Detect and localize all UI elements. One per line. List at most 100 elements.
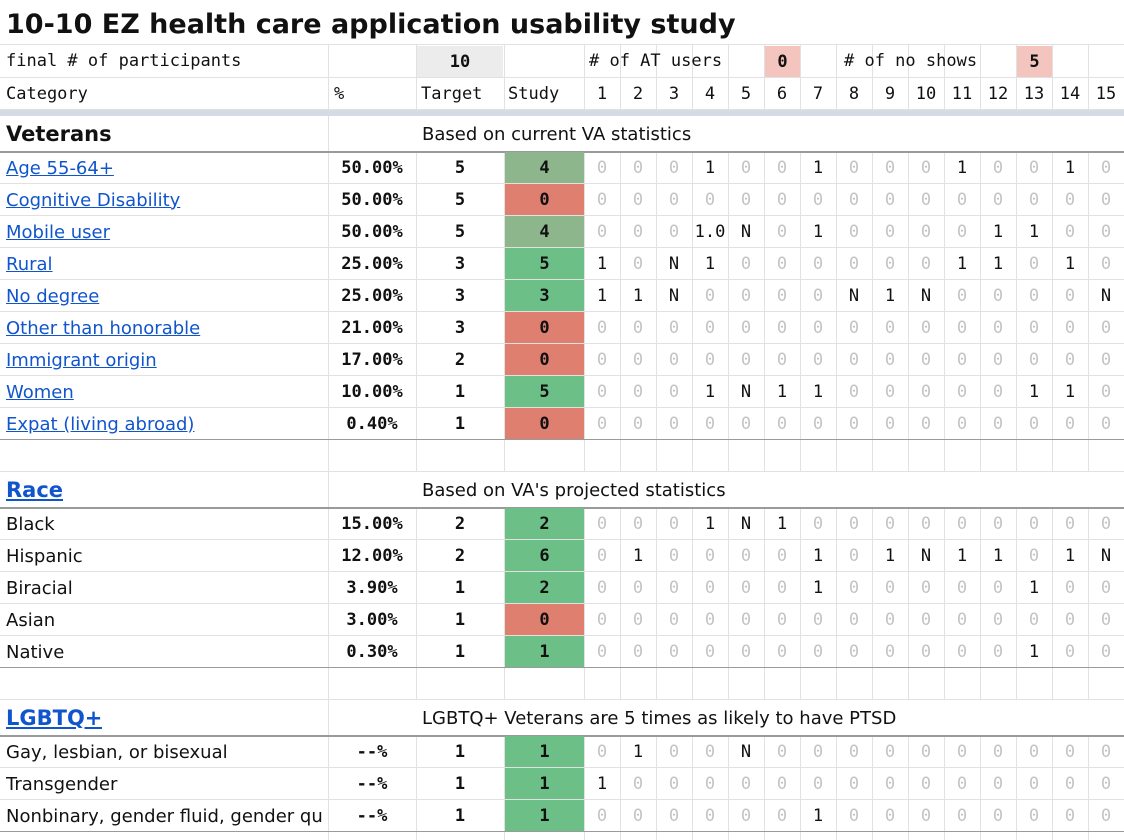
no-shows: 5: [1017, 46, 1052, 77]
participant-cell: 0: [956, 382, 968, 402]
category-link[interactable]: Mobile user: [6, 221, 111, 243]
participant-cell: 0: [812, 318, 824, 338]
category-link[interactable]: Rural: [6, 253, 53, 275]
participant-cell: 0: [596, 578, 608, 598]
participant-cell: 0: [740, 610, 752, 630]
category-link[interactable]: Immigrant origin: [6, 349, 157, 371]
participant-cell: 0: [776, 774, 788, 794]
participant-cell: 0: [956, 742, 968, 762]
category-link[interactable]: Other than honorable: [6, 317, 201, 339]
percent: 50.00%: [341, 222, 403, 242]
category[interactable]: Rural: [6, 248, 326, 280]
participant-cell: 0: [956, 286, 968, 306]
participant-cell: 0: [596, 742, 608, 762]
participant-cell: 0: [812, 190, 824, 210]
participant-cell: N: [1100, 286, 1112, 306]
category[interactable]: Expat (living abroad): [6, 408, 326, 440]
participant-cell: 0: [920, 642, 932, 662]
study: 5: [505, 376, 584, 407]
target: 1: [454, 742, 466, 762]
participant-cell: 0: [992, 610, 1004, 630]
participants-count: 10: [417, 46, 503, 77]
participant-cell: 0: [668, 158, 680, 178]
participant-cell: 0: [920, 610, 932, 630]
percent: 17.00%: [341, 350, 403, 370]
participant-cell: 1: [632, 286, 644, 306]
participant-cell: 0: [920, 742, 932, 762]
participant-cell: 0: [920, 254, 932, 274]
category[interactable]: Age 55-64+: [6, 152, 326, 184]
participant-cell: 0: [1028, 774, 1040, 794]
participant-cell: 0: [1028, 158, 1040, 178]
grid-line: [692, 44, 693, 840]
category-link[interactable]: Women: [6, 381, 74, 403]
participant-cell: 0: [956, 642, 968, 662]
participant-cell: 0: [956, 806, 968, 826]
participant-cell: 0: [1064, 318, 1076, 338]
row-line: [0, 215, 1124, 216]
grid-line: [872, 44, 873, 840]
participant-cell: N: [920, 546, 932, 566]
participant-cell: 0: [956, 350, 968, 370]
study: 1: [505, 800, 584, 831]
participant-cell: 0: [920, 222, 932, 242]
header-category: Category: [6, 83, 88, 104]
summary-label: final # of participants: [6, 51, 242, 71]
category-link[interactable]: Cognitive Disability: [6, 189, 181, 211]
category[interactable]: Women: [6, 376, 326, 408]
participant-cell: 0: [596, 222, 608, 242]
participant-cell: 0: [668, 382, 680, 402]
target: 1: [454, 382, 466, 402]
participant-cell: 0: [632, 578, 644, 598]
participant-cell: 0: [848, 222, 860, 242]
row-line: [0, 343, 1124, 344]
category[interactable]: Cognitive Disability: [6, 184, 326, 216]
category-link[interactable]: Age 55-64+: [6, 157, 114, 179]
participant-cell: 0: [848, 254, 860, 274]
category: Black: [6, 513, 55, 535]
section-link[interactable]: Race: [6, 478, 64, 502]
participant-cell: 0: [740, 286, 752, 306]
participant-cell: 0: [776, 286, 788, 306]
participant-cell: 0: [776, 318, 788, 338]
study: 0: [505, 408, 584, 439]
participant-cell: 0: [740, 254, 752, 274]
section-title[interactable]: Race: [6, 472, 63, 508]
category[interactable]: Immigrant origin: [6, 344, 326, 376]
participant-cell: 0: [632, 382, 644, 402]
participant-number: 11: [951, 83, 973, 104]
row-line: [0, 667, 1124, 668]
participant-cell: 0: [776, 642, 788, 662]
participant-cell: 0: [848, 610, 860, 630]
category-link[interactable]: No degree: [6, 285, 100, 307]
participant-cell: 0: [884, 642, 896, 662]
percent: --%: [356, 742, 388, 762]
section-title[interactable]: LGBTQ+: [6, 700, 102, 736]
section-link[interactable]: LGBTQ+: [6, 706, 103, 730]
participant-number: 5: [740, 83, 752, 104]
participant-cell: 1: [632, 742, 644, 762]
participant-cell: 0: [668, 190, 680, 210]
participant-cell: 0: [884, 382, 896, 402]
participant-cell: 0: [1100, 610, 1112, 630]
study: 2: [505, 508, 584, 539]
category-link[interactable]: Expat (living abroad): [6, 413, 195, 435]
participant-number: 6: [776, 83, 788, 104]
category[interactable]: Other than honorable: [6, 312, 326, 344]
participant-cell: 0: [848, 190, 860, 210]
participant-cell: 0: [848, 578, 860, 598]
participant-cell: 0: [992, 350, 1004, 370]
participant-cell: 0: [704, 190, 716, 210]
target: 2: [454, 350, 466, 370]
participant-cell: 0: [812, 774, 824, 794]
grid-line: [504, 44, 505, 840]
category[interactable]: No degree: [6, 280, 326, 312]
participant-cell: 0: [884, 222, 896, 242]
category[interactable]: Mobile user: [6, 216, 326, 248]
grid-line: [980, 44, 981, 840]
percent: --%: [356, 806, 388, 826]
participant-cell: 0: [740, 318, 752, 338]
participant-cell: 0: [776, 254, 788, 274]
participant-cell: 0: [1100, 414, 1112, 434]
participant-cell: 0: [668, 222, 680, 242]
